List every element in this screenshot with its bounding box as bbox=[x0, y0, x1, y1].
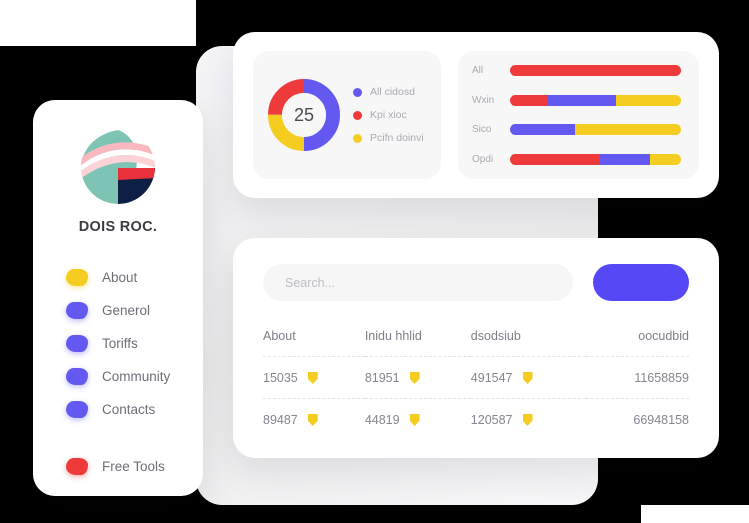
bar-chart-row: Opdi bbox=[472, 153, 681, 165]
donut-chart-panel: 25 All cidosd Kpi xioc Pcifn doinvi bbox=[253, 51, 441, 179]
shield-icon bbox=[409, 414, 420, 426]
table-cell: 81951 bbox=[364, 356, 471, 399]
search-button[interactable] bbox=[593, 264, 689, 301]
sidebar-item-label: Toriffs bbox=[102, 336, 138, 351]
bar-track bbox=[510, 94, 681, 106]
donut-center-value: 25 bbox=[293, 104, 315, 125]
bar-chart-row: All bbox=[472, 65, 681, 76]
legend-label: All cidosd bbox=[370, 86, 415, 98]
bar-chart-panel: All Wxin Sico bbox=[458, 51, 699, 179]
shield-icon bbox=[307, 372, 318, 384]
bar-category-label: Opdi bbox=[472, 153, 494, 165]
legend-dot-icon bbox=[353, 133, 362, 143]
legend-dot-icon bbox=[353, 110, 362, 120]
sidebar-item-about[interactable]: About bbox=[66, 261, 203, 294]
bar-track bbox=[510, 153, 681, 165]
bar-segment-kpi-xioc bbox=[510, 94, 548, 106]
abstract-circle-logo-icon bbox=[81, 130, 155, 204]
sidebar-item-community[interactable]: Community bbox=[66, 360, 203, 393]
bar-segment-all-cidosd bbox=[598, 153, 651, 165]
legend-dot-icon bbox=[353, 87, 362, 97]
table-cell: 15035 bbox=[263, 356, 365, 399]
shield-icon bbox=[522, 414, 533, 426]
donut-legend: All cidosd Kpi xioc Pcifn doinvi bbox=[353, 86, 424, 144]
blob-icon bbox=[66, 401, 88, 418]
sidebar-item-label: Contacts bbox=[102, 402, 156, 417]
bar-category-label: Wxin bbox=[472, 94, 495, 106]
legend-item: All cidosd bbox=[353, 86, 424, 98]
table-column-header[interactable]: dsodsiub bbox=[470, 329, 586, 357]
table-cell-value: 120587 bbox=[470, 413, 513, 427]
table-cell: 491547 bbox=[470, 356, 586, 399]
page-plate-top-left bbox=[0, 0, 196, 46]
donut-slice-kpi-xioc bbox=[268, 79, 340, 151]
shield-icon bbox=[409, 372, 420, 384]
blob-icon bbox=[66, 335, 88, 352]
table-header-row: About Inidu hhlid dsodsiub oocudbid bbox=[263, 329, 689, 357]
analytics-card: 25 All cidosd Kpi xioc Pcifn doinvi bbox=[233, 32, 719, 198]
table-cell: 44819 bbox=[365, 399, 471, 441]
sidebar-item-label: Generol bbox=[102, 303, 151, 318]
blob-icon bbox=[66, 458, 88, 475]
table-cell-value: 81951 bbox=[364, 371, 400, 385]
bar-segment-all-cidosd bbox=[510, 124, 575, 136]
sidebar-item-label: About bbox=[102, 270, 138, 285]
legend-label: Kpi xioc bbox=[370, 109, 407, 121]
brand-logo bbox=[79, 128, 157, 206]
donut-chart-svg bbox=[268, 79, 340, 151]
sidebar-nav: About Generol Toriffs Community Contacts… bbox=[33, 261, 203, 483]
data-table: About Inidu hhlid dsodsiub oocudbid 1503… bbox=[263, 329, 689, 440]
donut-chart: 25 bbox=[267, 78, 341, 152]
page-plate-bottom bbox=[641, 505, 749, 523]
table-row[interactable]: 15035 81951 491547 bbox=[263, 356, 689, 399]
sidebar-item-free-tools[interactable]: Free Tools bbox=[66, 450, 203, 483]
sidebar-item-generol[interactable]: Generol bbox=[66, 294, 203, 327]
bar-category-label: Sico bbox=[472, 124, 492, 136]
shield-icon bbox=[307, 414, 318, 426]
table-cell-value: 44819 bbox=[364, 413, 400, 427]
search-input[interactable] bbox=[263, 264, 573, 301]
bar-chart-row: Sico bbox=[472, 124, 681, 136]
legend-item: Kpi xioc bbox=[353, 109, 424, 121]
table-cell-value: 89487 bbox=[263, 413, 298, 427]
bar-category-label: All bbox=[472, 65, 484, 76]
shield-icon bbox=[522, 372, 533, 384]
bar-segment-kpi-xioc bbox=[510, 153, 599, 165]
legend-label: Pcifn doinvi bbox=[370, 132, 424, 144]
table-cell: 89487 bbox=[263, 399, 365, 441]
search-row bbox=[263, 264, 689, 301]
table-row[interactable]: 89487 44819 120587 bbox=[263, 399, 689, 441]
bar-segment-all-cidosd bbox=[547, 94, 616, 106]
bar-segment-pcifn-doinvi bbox=[650, 153, 681, 165]
table-cell: 11658859 bbox=[585, 356, 689, 399]
page-title: DOIS ROC. bbox=[78, 219, 158, 235]
bar-track bbox=[510, 65, 681, 76]
sidebar: DOIS ROC. About Generol Toriffs Communit… bbox=[33, 100, 203, 496]
blob-icon bbox=[66, 368, 88, 385]
sidebar-item-contacts[interactable]: Contacts bbox=[66, 393, 203, 426]
sidebar-item-label: Free Tools bbox=[102, 459, 165, 474]
bar-segment-pcifn-doinvi bbox=[616, 94, 681, 106]
bar-chart-row: Wxin bbox=[472, 94, 681, 106]
bar-segment-kpi-xioc bbox=[510, 65, 681, 76]
table-column-header[interactable]: Inidu hhlid bbox=[364, 329, 471, 357]
sidebar-item-toriffs[interactable]: Toriffs bbox=[66, 327, 203, 360]
table-cell: 66948158 bbox=[633, 413, 689, 427]
table-cell-value: 15035 bbox=[263, 371, 298, 385]
bar-track bbox=[510, 124, 681, 136]
donut-slice-pcifn-doinvi bbox=[268, 79, 340, 151]
data-table-card: About Inidu hhlid dsodsiub oocudbid 1503… bbox=[233, 238, 719, 458]
legend-item: Pcifn doinvi bbox=[353, 132, 424, 144]
table-cell-value: 491547 bbox=[470, 371, 513, 385]
sidebar-item-label: Community bbox=[102, 369, 171, 384]
table-column-header[interactable]: oocudbid bbox=[585, 329, 689, 357]
bar-segment-pcifn-doinvi bbox=[574, 124, 681, 136]
blob-icon bbox=[66, 302, 88, 319]
table-column-header[interactable]: About bbox=[263, 329, 365, 357]
blob-icon bbox=[66, 269, 88, 286]
table-cell: 120587 bbox=[471, 399, 586, 441]
